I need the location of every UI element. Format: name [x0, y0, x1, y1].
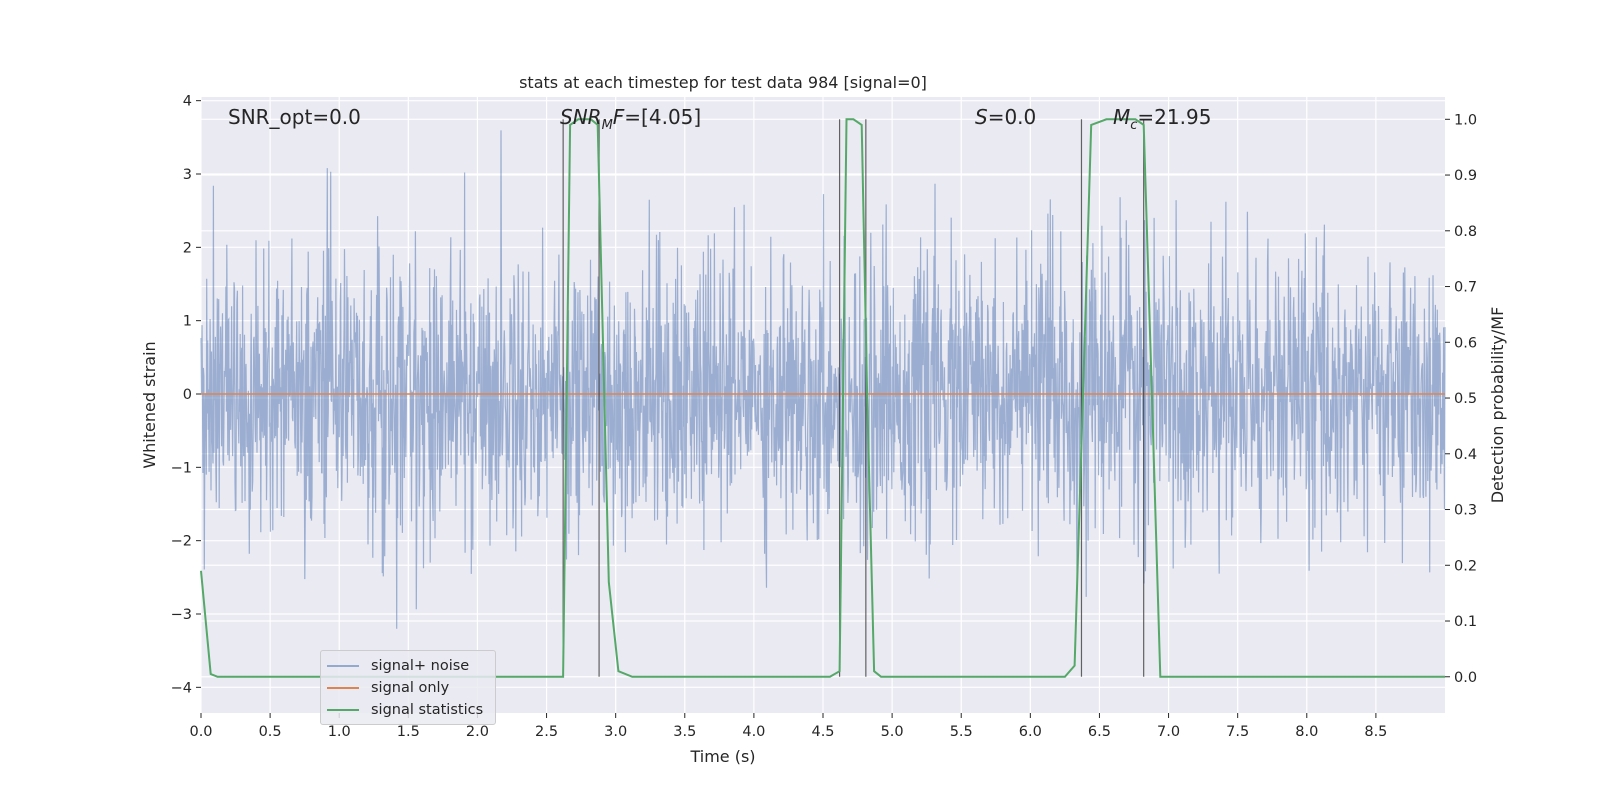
y-left-tick-label: 4	[183, 94, 192, 110]
x-tick-label: 7.5	[1226, 724, 1249, 740]
y-left-tick-label: 3	[183, 167, 192, 183]
chart-title: stats at each timestep for test data 984…	[519, 73, 927, 92]
x-tick-label: 4.5	[811, 724, 834, 740]
x-tick-label: 7.0	[1157, 724, 1180, 740]
annotation-snr-mf: SNRMF=[4.05]	[560, 105, 701, 133]
legend-label: signal+ noise	[371, 658, 470, 674]
signal-noise-series	[200, 130, 1446, 629]
y-left-tick-label: −2	[171, 534, 192, 550]
legend: signal+ noise signal only signal statist…	[320, 650, 496, 725]
x-tick-label: 2.5	[535, 724, 558, 740]
y-right-tick-label: 0.2	[1454, 558, 1477, 574]
y-left-tick-label: 2	[183, 240, 192, 256]
y-right-tick-label: 0.7	[1454, 280, 1477, 296]
annotation-mc: Mc=21.95	[1113, 105, 1211, 133]
x-tick-label: 2.0	[466, 724, 489, 740]
legend-swatch	[327, 665, 359, 667]
annotation-snr-opt: SNR_opt=0.0	[228, 105, 361, 129]
x-tick-label: 6.5	[1088, 724, 1111, 740]
x-tick-label: 3.5	[673, 724, 696, 740]
signal-statistics-series	[200, 118, 1445, 678]
y-right-tick-label: 0.6	[1454, 335, 1477, 351]
marker-lines	[562, 119, 1145, 677]
y-axis-left-ticks: 4 3 2 1 0 −1 −2 −3 −4	[171, 94, 201, 696]
x-tick-label: 0.0	[189, 724, 212, 740]
legend-label: signal statistics	[371, 702, 484, 718]
x-tick-label: 4.0	[742, 724, 765, 740]
signal-noise-line	[200, 130, 1446, 629]
y-right-tick-label: 0.9	[1454, 168, 1477, 184]
y-right-tick-label: 0.5	[1454, 391, 1477, 407]
y-left-tick-label: −1	[171, 460, 192, 476]
x-tick-label: 6.0	[1019, 724, 1042, 740]
x-tick-label: 1.0	[328, 724, 351, 740]
y-axis-right-label: Detection probability/MF	[1488, 307, 1507, 504]
y-right-tick-label: 0.8	[1454, 224, 1477, 240]
x-tick-label: 3.0	[604, 724, 627, 740]
y-axis-left-label: Whitened strain	[140, 341, 159, 468]
y-left-tick-label: 1	[183, 314, 192, 330]
x-tick-label: 8.0	[1295, 724, 1318, 740]
x-tick-label: 5.0	[881, 724, 904, 740]
legend-item: signal only	[327, 677, 489, 699]
y-left-tick-label: −3	[171, 607, 192, 623]
legend-swatch	[327, 709, 359, 711]
x-axis-label: Time (s)	[689, 747, 755, 766]
x-tick-label: 5.5	[950, 724, 973, 740]
legend-swatch	[327, 687, 359, 689]
x-tick-label: 0.5	[259, 724, 282, 740]
legend-item: signal statistics	[327, 699, 489, 721]
y-right-tick-label: 0.3	[1454, 503, 1477, 519]
y-right-tick-label: 0.1	[1454, 614, 1477, 630]
signal-statistics-line	[200, 118, 1445, 678]
y-left-tick-label: −4	[171, 680, 192, 696]
y-right-tick-label: 1.0	[1454, 112, 1477, 128]
legend-label: signal only	[371, 680, 450, 696]
y-right-tick-label: 0.4	[1454, 447, 1477, 463]
legend-item: signal+ noise	[327, 655, 489, 677]
y-left-tick-label: 0	[183, 387, 192, 403]
annotation-s: S=0.0	[975, 105, 1036, 129]
y-right-tick-label: 0.0	[1454, 670, 1477, 686]
x-tick-label: 8.5	[1364, 724, 1387, 740]
x-axis-ticks: 0.0 0.5 1.0 1.5 2.0 2.5 3.0 3.5 4.0 4.5 5.0 5.5 6.0 6…	[189, 713, 1387, 740]
x-tick-label: 1.5	[397, 724, 420, 740]
y-axis-right-ticks: 1.0 0.9 0.8 0.7 0.6 0.5 0.4 0.3 0.2 0.1 0.0	[1445, 112, 1477, 686]
